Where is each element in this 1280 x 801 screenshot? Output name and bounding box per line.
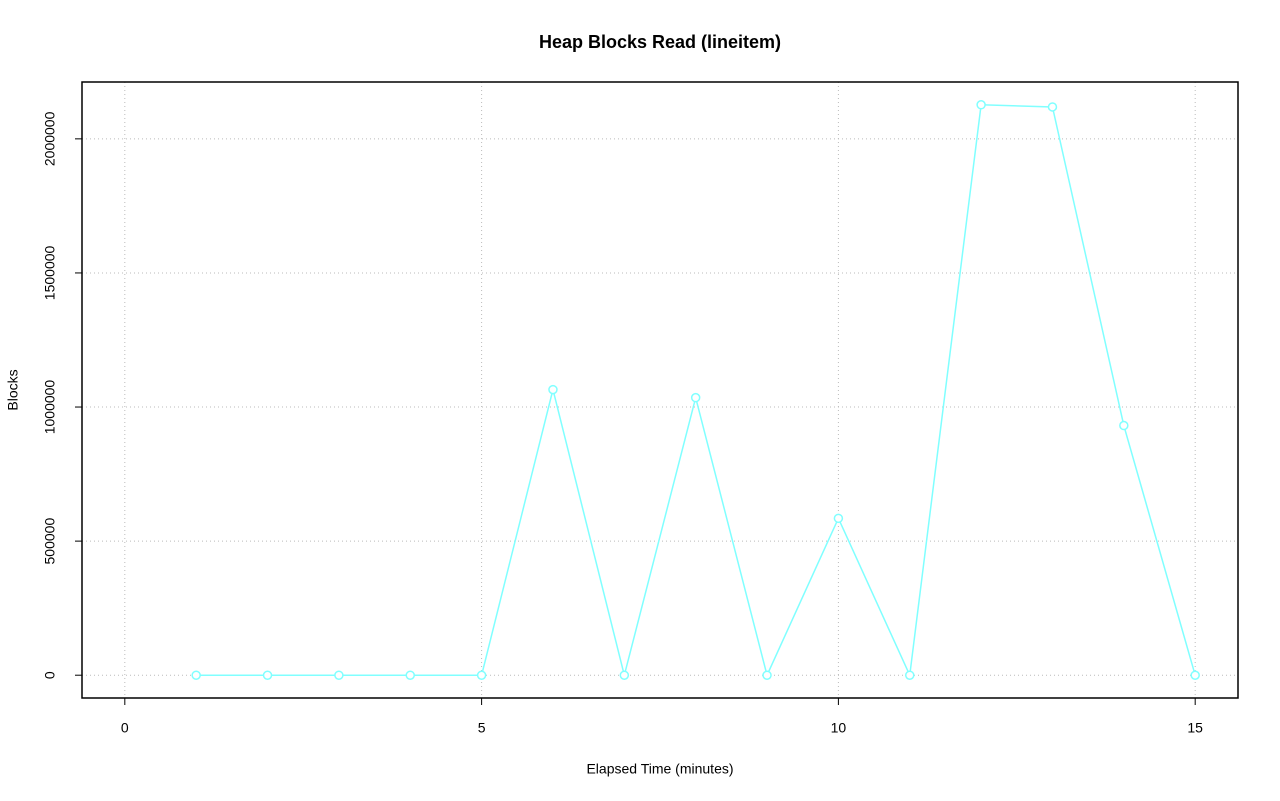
y-tick-label: 0 [42, 671, 58, 679]
data-point [690, 392, 701, 403]
x-tick-label: 5 [478, 720, 486, 736]
y-tick-label: 1000000 [42, 380, 58, 435]
x-tick-label: 10 [831, 720, 847, 736]
data-point [334, 670, 344, 680]
data-point [476, 670, 487, 680]
y-tick-label: 2000000 [42, 111, 58, 166]
data-point [191, 670, 201, 680]
data-point [1190, 670, 1200, 680]
data-line [196, 104, 1196, 678]
y-tick-label: 1500000 [42, 245, 58, 300]
data-point [262, 670, 273, 680]
data-point [905, 670, 915, 680]
data-point [1047, 102, 1058, 112]
data-point [619, 670, 630, 680]
data-point [976, 100, 986, 110]
data-point [833, 513, 844, 524]
data-point [405, 670, 415, 680]
y-axis-label: Blocks [5, 369, 21, 410]
plot-frame [81, 81, 1239, 699]
chart-title: Heap Blocks Read (lineitem) [539, 32, 781, 52]
data-point [762, 670, 772, 680]
y-tick-label: 500000 [42, 518, 58, 565]
x-tick-label: 0 [121, 720, 129, 736]
x-tick-label: 15 [1187, 720, 1203, 736]
data-point [548, 384, 558, 395]
data-point [1119, 420, 1129, 431]
x-axis-label: Elapsed Time (minutes) [586, 761, 733, 777]
